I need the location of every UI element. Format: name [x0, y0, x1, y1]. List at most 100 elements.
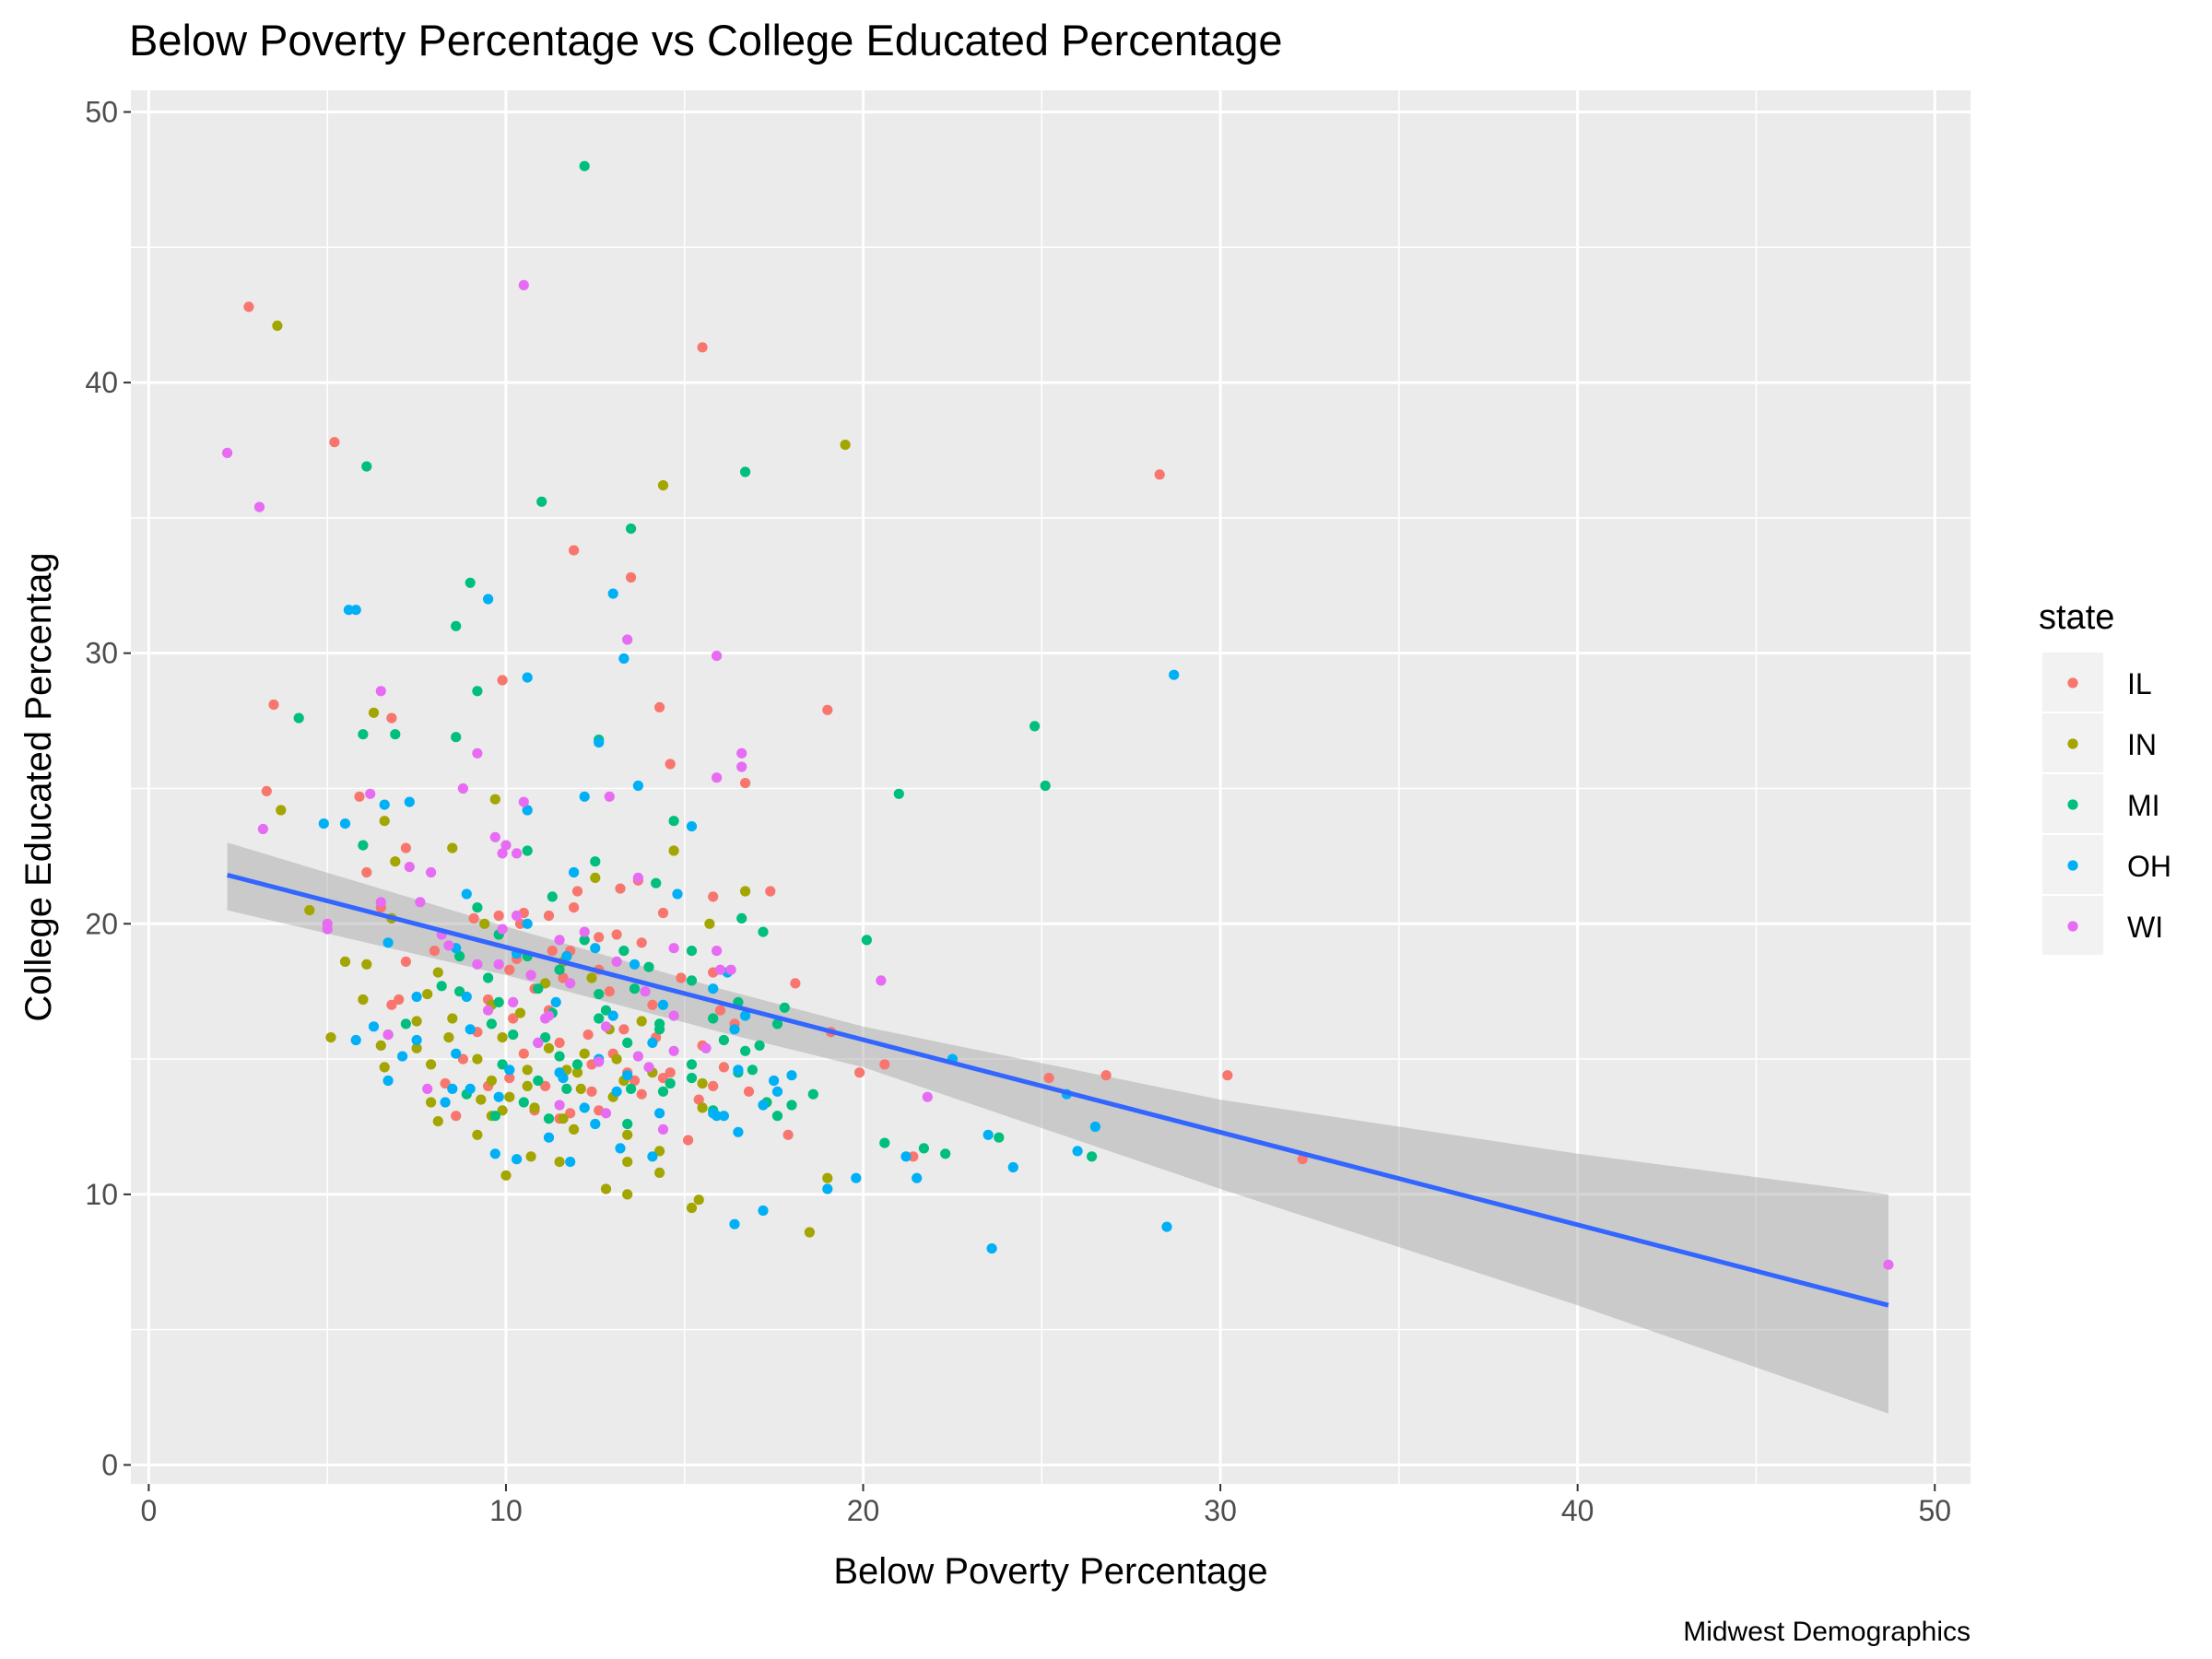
data-point-in: [540, 978, 551, 989]
data-point-wi: [554, 935, 565, 946]
confidence-ribbon: [227, 842, 1888, 1414]
data-point-in: [522, 1065, 533, 1076]
data-point-mi: [483, 972, 494, 983]
data-point-oh: [569, 866, 580, 878]
data-point-in: [504, 1091, 515, 1102]
data-point-il: [611, 929, 622, 940]
data-point-il: [822, 704, 833, 715]
data-point-in: [558, 1113, 569, 1124]
data-point-wi: [600, 1108, 612, 1119]
data-point-oh: [1169, 669, 1180, 680]
data-point-in: [411, 1042, 422, 1053]
legend-label-oh: OH: [2127, 850, 2171, 883]
data-point-wi: [489, 831, 500, 842]
data-point-mi: [454, 950, 465, 962]
data-point-in: [654, 1146, 665, 1157]
data-point-oh: [657, 999, 669, 1010]
data-point-in: [361, 959, 372, 970]
data-point-il: [400, 842, 411, 853]
data-point-il: [693, 1094, 704, 1105]
data-point-wi: [712, 946, 723, 957]
data-point-il: [629, 1075, 641, 1087]
data-point-il: [718, 1062, 730, 1073]
data-point-wi: [457, 782, 468, 794]
data-point-wi: [422, 1083, 433, 1094]
data-point-oh: [318, 818, 329, 830]
data-point-in: [569, 1124, 580, 1135]
data-point-mi: [1087, 1151, 1098, 1162]
data-point-il: [615, 883, 626, 894]
data-point-in: [697, 1077, 708, 1089]
data-point-oh: [740, 1010, 751, 1021]
data-point-il: [468, 912, 479, 924]
data-point-in: [447, 842, 458, 853]
data-point-il: [708, 891, 719, 902]
data-point-oh: [382, 937, 394, 948]
x-tick-label: 0: [140, 1494, 157, 1527]
data-point-il: [1043, 1073, 1054, 1084]
data-point-mi: [594, 1013, 605, 1024]
data-point-wi: [472, 959, 483, 970]
data-point-il: [571, 886, 583, 897]
data-point-mi: [657, 1086, 669, 1097]
data-point-wi: [533, 1037, 544, 1048]
y-tick-label: 50: [85, 95, 118, 128]
data-point-in: [590, 872, 601, 884]
data-point-wi: [668, 1010, 679, 1021]
data-point-wi: [512, 910, 523, 922]
data-point-il: [683, 1135, 694, 1146]
data-point-wi: [375, 686, 386, 697]
data-point-il: [261, 785, 272, 797]
data-point-mi: [540, 1032, 551, 1043]
data-point-wi: [712, 651, 723, 662]
plot-panel: [131, 90, 1971, 1484]
data-point-mi: [718, 1034, 730, 1046]
y-axis: 0 10 20 30 40 50: [85, 95, 131, 1481]
x-tick-label: 50: [1918, 1494, 1951, 1527]
data-point-il: [665, 1067, 676, 1078]
data-point-mi: [879, 1137, 890, 1148]
data-point-mi: [579, 935, 590, 946]
data-point-il: [497, 675, 508, 686]
data-point-mi: [522, 845, 533, 856]
data-point-in: [497, 1105, 508, 1116]
data-point-il: [504, 1073, 515, 1084]
data-point-il: [569, 902, 580, 913]
data-point-wi: [1883, 1259, 1894, 1270]
data-point-oh: [382, 1075, 394, 1087]
data-point-mi: [400, 1018, 411, 1030]
data-point-in: [422, 989, 433, 1000]
data-point-il: [543, 910, 555, 922]
data-point-mi: [1040, 780, 1051, 792]
data-point-wi: [640, 986, 651, 997]
data-point-il: [594, 932, 605, 943]
data-point-mi: [518, 1097, 529, 1108]
data-point-in: [325, 1032, 336, 1043]
data-point-il: [657, 907, 669, 919]
data-point-il: [493, 910, 504, 922]
data-point-wi: [594, 1056, 605, 1067]
data-point-oh: [522, 918, 533, 929]
data-point-il: [1297, 1154, 1308, 1165]
legend-point-oh: [2067, 860, 2078, 871]
trend-line: [227, 872, 1889, 1308]
data-point-oh: [654, 1108, 665, 1119]
data-point-il: [547, 946, 558, 957]
data-point-il: [626, 571, 637, 583]
data-point-mi: [361, 461, 372, 472]
data-point-il: [354, 791, 365, 802]
data-point-il: [504, 964, 515, 975]
y-tick-label: 10: [85, 1178, 118, 1211]
data-point-mi: [861, 935, 873, 946]
data-point-wi: [632, 872, 644, 884]
data-point-mi: [626, 1083, 637, 1094]
data-point-mi: [771, 1111, 783, 1122]
data-point-il: [243, 301, 254, 312]
data-point-wi: [426, 866, 437, 878]
data-point-mi: [736, 912, 747, 924]
data-point-oh: [404, 796, 415, 807]
data-point-mi: [940, 1148, 951, 1159]
data-point-wi: [540, 1013, 551, 1024]
data-point-il: [636, 937, 647, 948]
